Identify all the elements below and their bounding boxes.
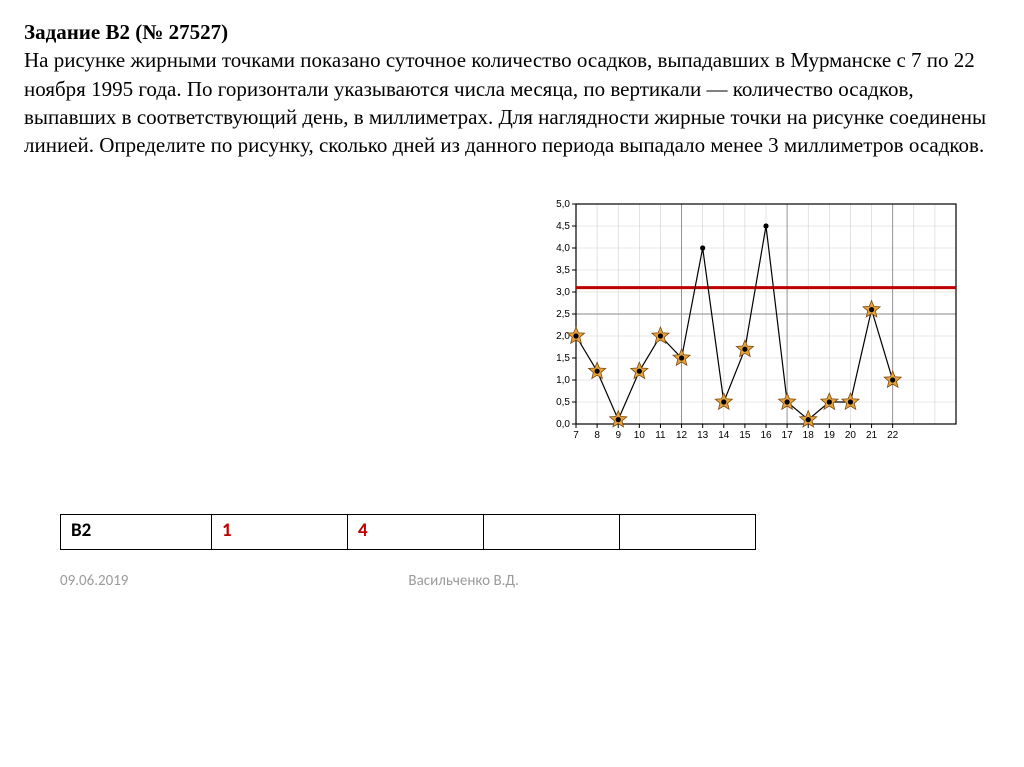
data-point: [869, 307, 874, 312]
data-point: [742, 346, 747, 351]
answer-cell-2: 4: [348, 514, 484, 549]
answer-cell-1: 1: [212, 514, 348, 549]
svg-text:4,5: 4,5: [556, 221, 570, 232]
svg-text:21: 21: [866, 430, 878, 441]
svg-text:8: 8: [594, 430, 600, 441]
svg-text:14: 14: [718, 430, 730, 441]
task-body: На рисунке жирными точками показано суто…: [24, 48, 986, 157]
svg-text:10: 10: [634, 430, 646, 441]
footer-date: 09.06.2019: [60, 572, 128, 590]
svg-text:18: 18: [803, 430, 815, 441]
svg-text:13: 13: [697, 430, 709, 441]
data-point: [637, 368, 642, 373]
svg-text:2,0: 2,0: [556, 331, 570, 342]
chart-container: 0,0 0,5 1,0 1,5 2,0 2,5 3,0 3,5 4,0 4,5 5,0 7 8 9 10 11…: [24, 194, 1000, 454]
data-point: [658, 333, 663, 338]
svg-text:2,5: 2,5: [556, 309, 570, 320]
svg-text:7: 7: [573, 430, 579, 441]
svg-text:9: 9: [615, 430, 621, 441]
answer-cell-3: [484, 514, 620, 549]
answer-table: B2 1 4: [60, 514, 756, 550]
answer-cell-4: [620, 514, 756, 549]
data-point: [785, 399, 790, 404]
problem-text: Задание B2 (№ 27527) На рисунке жирными …: [24, 18, 1000, 160]
answer-label: B2: [61, 514, 212, 549]
data-point: [616, 417, 621, 422]
svg-text:0,0: 0,0: [556, 419, 570, 430]
data-point: [827, 399, 832, 404]
precipitation-chart: 0,0 0,5 1,0 1,5 2,0 2,5 3,0 3,5 4,0 4,5 5,0 7 8 9 10 11…: [540, 194, 970, 454]
data-point: [595, 368, 600, 373]
data-point: [763, 223, 768, 228]
svg-text:1,5: 1,5: [556, 353, 570, 364]
data-point: [848, 399, 853, 404]
footer-author: Васильченко В.Д.: [408, 572, 518, 590]
data-point: [721, 399, 726, 404]
svg-text:3,5: 3,5: [556, 265, 570, 276]
svg-text:19: 19: [824, 430, 836, 441]
data-point: [700, 245, 705, 250]
svg-text:4,0: 4,0: [556, 243, 570, 254]
svg-text:1,0: 1,0: [556, 375, 570, 386]
svg-text:11: 11: [655, 430, 666, 441]
svg-text:15: 15: [739, 430, 751, 441]
svg-text:16: 16: [760, 430, 772, 441]
svg-text:12: 12: [676, 430, 688, 441]
data-point: [806, 417, 811, 422]
svg-text:20: 20: [845, 430, 857, 441]
svg-text:17: 17: [782, 430, 794, 441]
data-point: [679, 355, 684, 360]
svg-text:0,5: 0,5: [556, 397, 570, 408]
svg-text:5,0: 5,0: [556, 199, 570, 210]
task-title: Задание B2 (№ 27527): [24, 20, 228, 44]
footer: 09.06.2019 Васильченко В.Д.: [24, 572, 1000, 590]
svg-text:3,0: 3,0: [556, 287, 570, 298]
svg-text:22: 22: [887, 430, 899, 441]
data-point: [890, 377, 895, 382]
data-point: [573, 333, 578, 338]
